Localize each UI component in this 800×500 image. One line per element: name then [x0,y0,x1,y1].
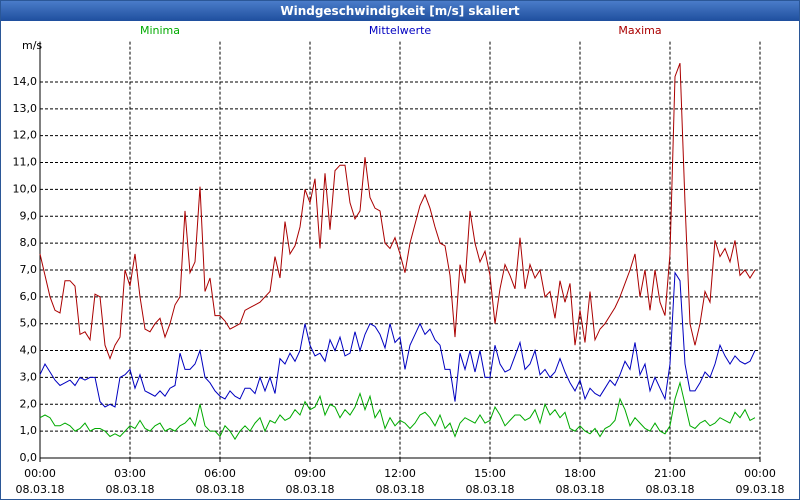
x-tick-label: 08.03.18 [16,483,65,496]
x-tick-label: 21:00 [654,467,686,480]
x-tick-label: 08.03.18 [196,483,245,496]
title-bar: Windgeschwindigkeit [m/s] skaliert [1,1,799,21]
y-tick-label: 8,0 [20,236,38,249]
x-tick-label: 08.03.18 [646,483,695,496]
x-tick-label: 08.03.18 [376,483,425,496]
y-tick-label: 10,0 [13,182,38,195]
legend-label: Mittelwerte [369,24,432,37]
legend-label: Minima [140,24,180,37]
y-tick-label: 0,0 [20,451,38,464]
y-tick-label: 9,0 [20,209,38,222]
y-tick-label: 11,0 [13,156,38,169]
series-line [39,271,756,408]
y-tick-label: 12,0 [13,129,38,142]
x-tick-label: 18:00 [564,467,596,480]
x-tick-label: 08.03.18 [466,483,515,496]
y-tick-label: 4,0 [20,344,38,357]
x-tick-label: 00:00 [744,467,776,480]
y-tick-label: 13,0 [13,102,38,115]
x-tick-label: 09.03.18 [736,483,785,496]
x-tick-label: 15:00 [474,467,506,480]
y-tick-label: 3,0 [20,370,38,383]
x-tick-label: 09:00 [294,467,326,480]
y-tick-label: 5,0 [20,317,38,330]
y-axis-label: m/s [22,39,42,52]
series-line [39,380,756,441]
x-tick-label: 08.03.18 [556,483,605,496]
x-tick-label: 12:00 [384,467,416,480]
y-tick-label: 1,0 [20,424,38,437]
x-tick-label: 08.03.18 [286,483,335,496]
legend-label: Maxima [618,24,661,37]
y-tick-label: 6,0 [20,290,38,303]
series-line [39,63,756,361]
y-tick-label: 7,0 [20,263,38,276]
y-tick-label: 2,0 [20,397,38,410]
x-tick-label: 06:00 [204,467,236,480]
y-tick-label: 14,0 [13,75,38,88]
x-tick-label: 08.03.18 [106,483,155,496]
x-tick-label: 00:00 [24,467,56,480]
x-tick-label: 03:00 [114,467,146,480]
